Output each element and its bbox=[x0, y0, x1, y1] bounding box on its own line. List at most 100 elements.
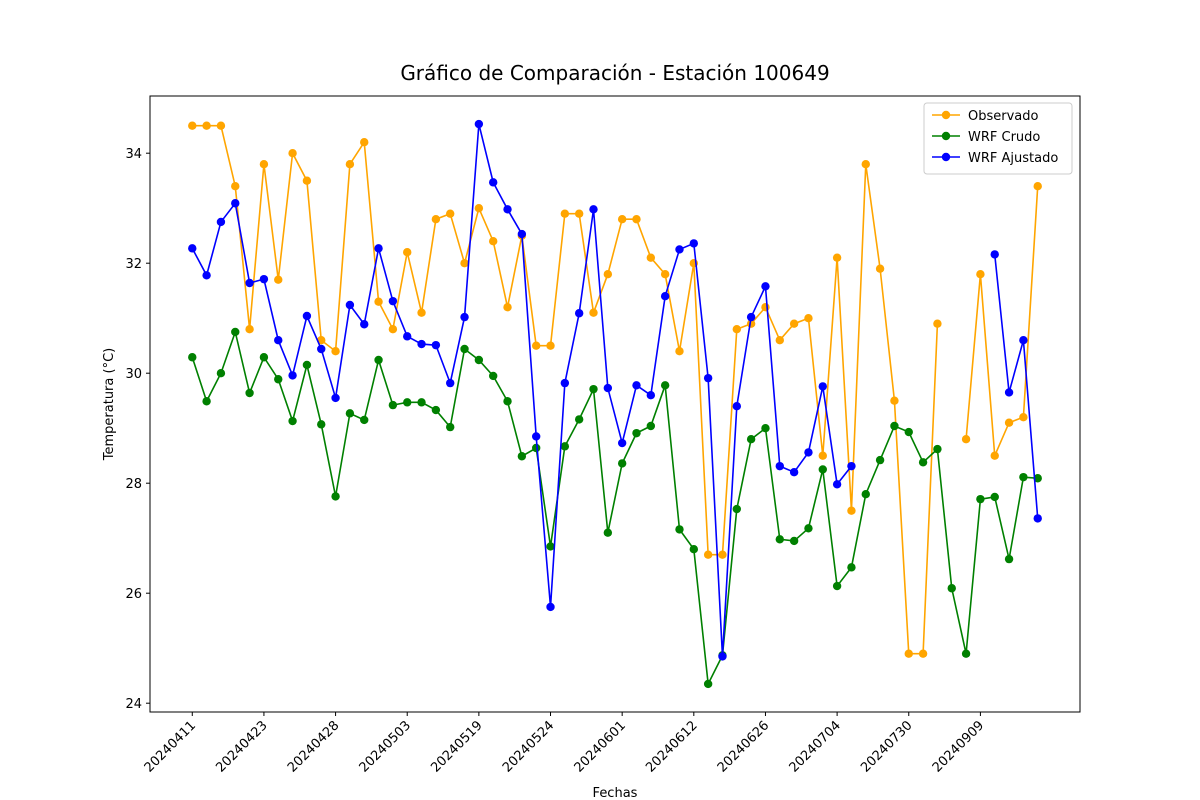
data-point bbox=[1033, 182, 1042, 191]
data-point bbox=[632, 428, 641, 438]
data-point bbox=[675, 525, 684, 534]
data-point bbox=[431, 215, 441, 224]
data-point bbox=[775, 535, 784, 544]
data-point bbox=[245, 278, 254, 288]
data-point bbox=[660, 381, 670, 390]
data-point bbox=[374, 297, 383, 306]
data-point bbox=[460, 312, 469, 322]
data-point bbox=[245, 325, 254, 334]
plot-frame bbox=[149, 95, 1081, 713]
data-point bbox=[388, 296, 398, 306]
data-point bbox=[360, 138, 369, 147]
data-point bbox=[589, 308, 598, 317]
data-point bbox=[202, 397, 211, 406]
data-point bbox=[1019, 413, 1028, 422]
data-point bbox=[804, 314, 813, 323]
data-point bbox=[603, 383, 613, 393]
data-point bbox=[904, 649, 913, 658]
data-point bbox=[231, 327, 240, 337]
data-point bbox=[216, 217, 226, 227]
data-point bbox=[288, 416, 297, 426]
legend-label: Observado bbox=[968, 109, 1039, 124]
legend-marker bbox=[941, 110, 951, 120]
data-point bbox=[603, 270, 613, 279]
data-point bbox=[574, 415, 584, 424]
legend-marker bbox=[941, 131, 951, 141]
data-point bbox=[546, 341, 555, 350]
data-point bbox=[188, 244, 197, 253]
data-point bbox=[761, 303, 770, 312]
data-point bbox=[331, 393, 340, 403]
data-point bbox=[474, 355, 484, 365]
data-point bbox=[732, 325, 742, 334]
y-tick-label: 32 bbox=[125, 257, 142, 272]
data-point bbox=[646, 391, 656, 400]
data-point bbox=[202, 271, 211, 280]
data-point bbox=[345, 160, 355, 169]
data-point bbox=[274, 375, 283, 384]
data-point bbox=[488, 371, 498, 381]
y-tick-label: 26 bbox=[125, 587, 142, 602]
data-point bbox=[474, 119, 484, 129]
data-point bbox=[890, 421, 899, 431]
data-point bbox=[617, 215, 627, 224]
y-tick-label: 24 bbox=[125, 697, 142, 712]
data-point bbox=[188, 353, 197, 362]
data-point bbox=[574, 309, 584, 318]
data-point bbox=[360, 415, 369, 425]
data-point bbox=[847, 461, 856, 471]
data-point bbox=[589, 205, 598, 214]
data-point bbox=[417, 308, 426, 317]
data-point bbox=[775, 461, 784, 471]
data-point bbox=[302, 360, 312, 370]
data-point bbox=[789, 536, 799, 546]
data-point bbox=[617, 459, 627, 468]
data-point bbox=[503, 303, 512, 312]
data-point bbox=[761, 282, 770, 291]
legend-label: WRF Crudo bbox=[968, 130, 1040, 145]
data-point bbox=[976, 270, 985, 279]
data-point bbox=[732, 402, 742, 411]
data-point bbox=[546, 542, 555, 551]
data-point bbox=[302, 176, 312, 185]
data-point bbox=[818, 451, 827, 460]
data-point bbox=[488, 178, 498, 187]
data-point bbox=[1019, 472, 1028, 482]
data-point bbox=[890, 396, 899, 405]
data-point bbox=[259, 353, 269, 362]
data-point bbox=[531, 432, 541, 441]
data-point bbox=[317, 420, 326, 429]
data-point bbox=[1033, 514, 1042, 523]
data-point bbox=[761, 424, 770, 433]
data-point bbox=[202, 121, 211, 130]
data-point bbox=[560, 442, 570, 451]
y-axis-label: Temperatura (°C) bbox=[102, 348, 117, 461]
data-point bbox=[388, 400, 398, 410]
data-point bbox=[933, 444, 942, 454]
data-point bbox=[531, 341, 541, 350]
data-point bbox=[990, 451, 999, 460]
data-point bbox=[689, 545, 699, 554]
data-point bbox=[403, 332, 412, 341]
data-point bbox=[675, 245, 684, 254]
data-point bbox=[703, 373, 713, 383]
data-point bbox=[231, 199, 240, 208]
data-point bbox=[216, 121, 226, 130]
data-point bbox=[560, 378, 570, 388]
data-point bbox=[503, 205, 512, 214]
data-point bbox=[431, 405, 441, 415]
data-point bbox=[703, 679, 713, 689]
data-point bbox=[274, 275, 283, 284]
data-point bbox=[488, 237, 498, 246]
data-point bbox=[861, 160, 870, 169]
data-point bbox=[718, 652, 727, 661]
data-point bbox=[617, 438, 627, 448]
data-point bbox=[990, 250, 999, 259]
y-tick-label: 30 bbox=[125, 367, 142, 382]
data-point bbox=[245, 388, 254, 398]
data-point bbox=[517, 229, 527, 239]
y-tick-label: 34 bbox=[125, 147, 142, 162]
data-point bbox=[446, 209, 455, 218]
data-point bbox=[216, 369, 226, 378]
